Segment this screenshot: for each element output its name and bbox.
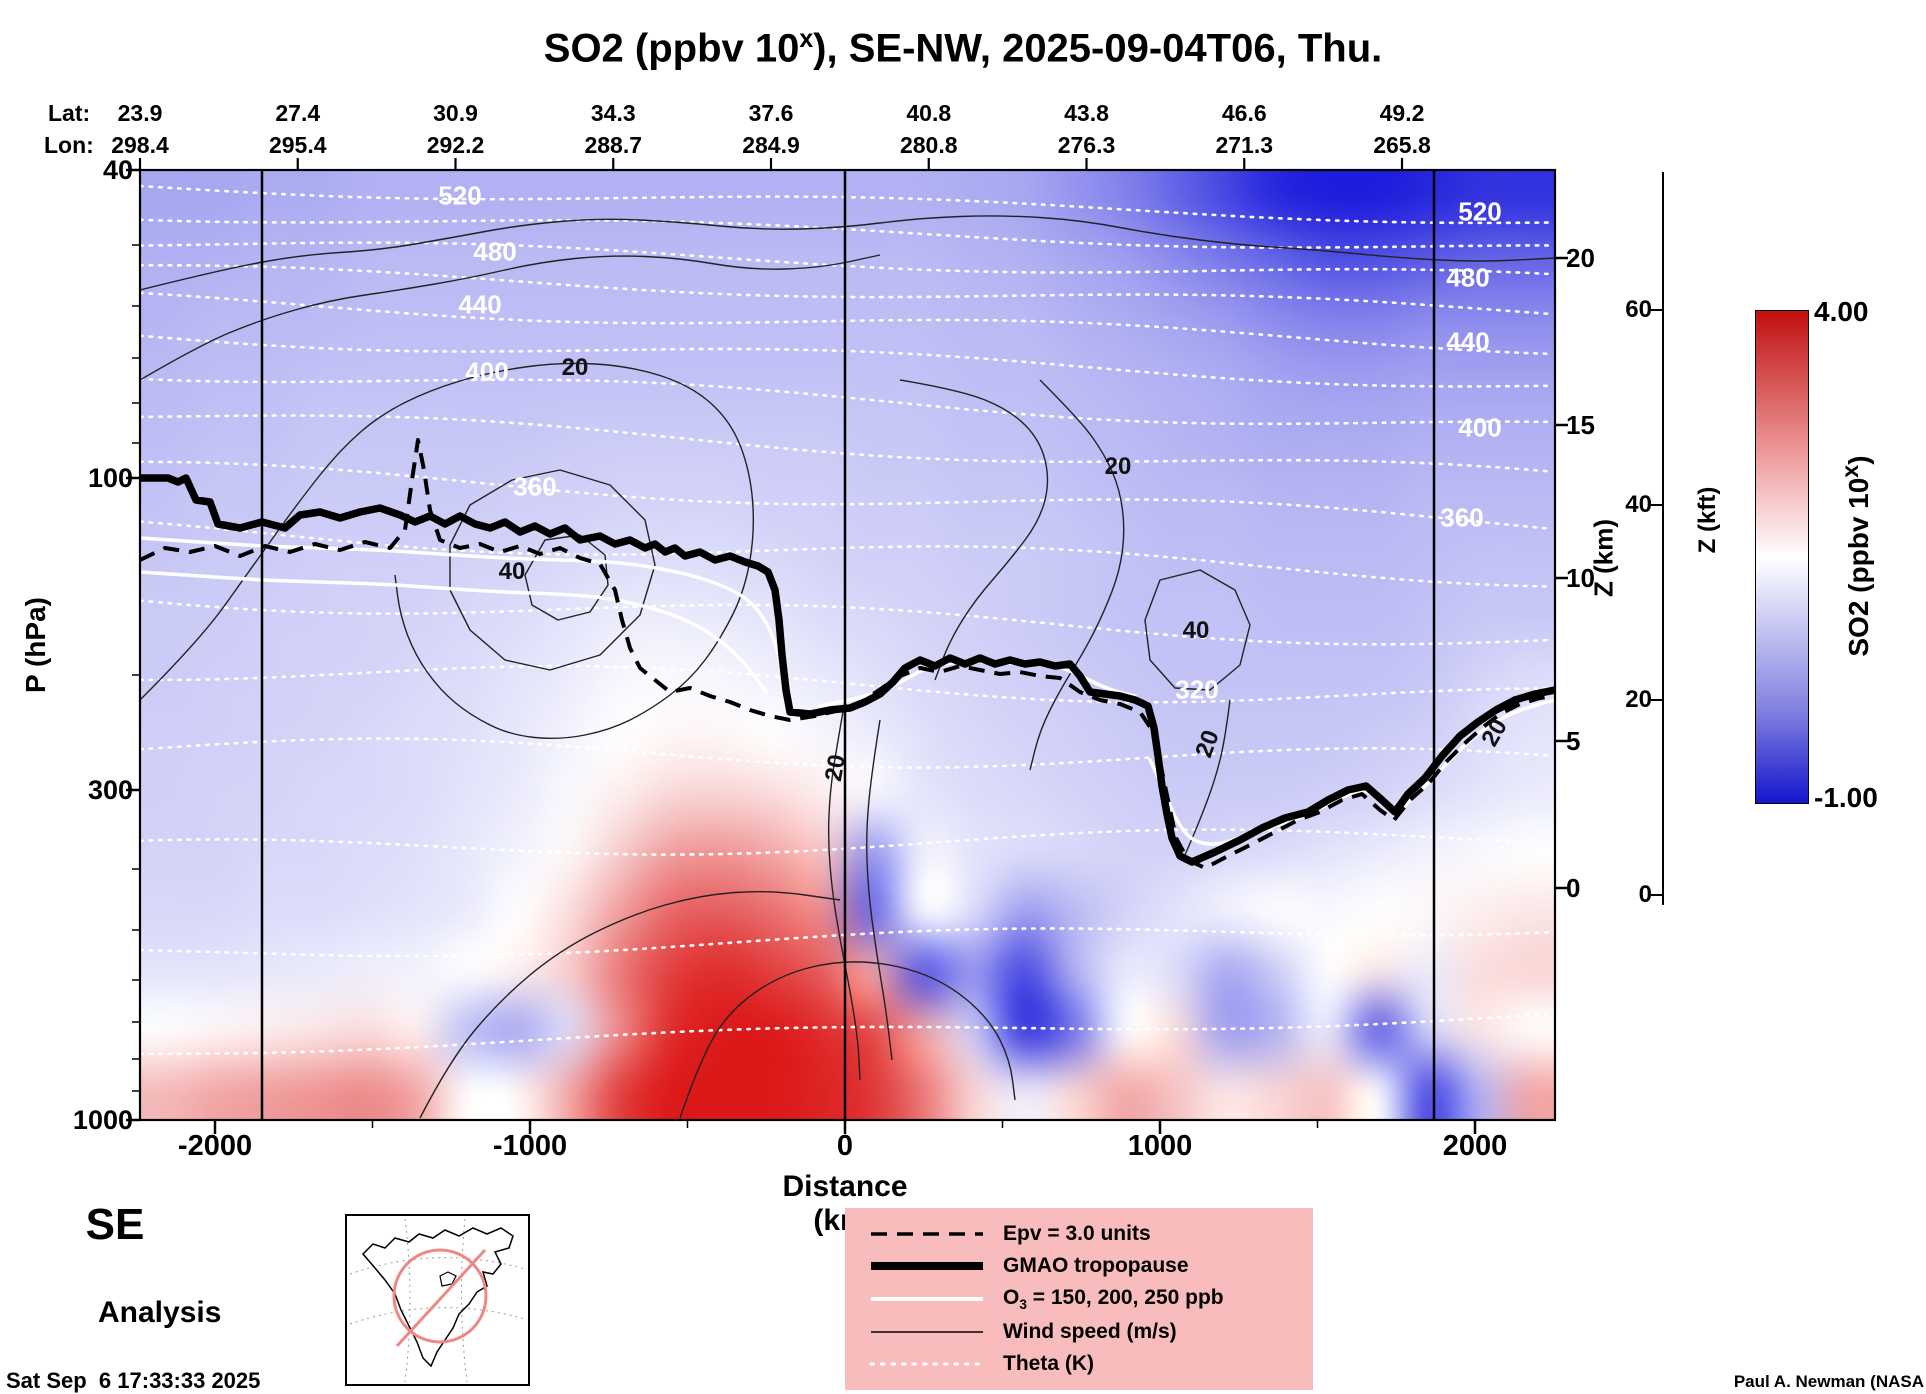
zkm-tick-20: 20 [1566, 243, 1595, 273]
legend-item-theta: Theta (K) [867, 1352, 1313, 1376]
zkft-tick-0: 0 [1638, 881, 1652, 908]
distance-tick-2000: 2000 [1442, 1130, 1508, 1162]
lon-value: 271.3 [1215, 132, 1274, 158]
distance-tick--1000: -1000 [492, 1130, 568, 1162]
zkft-tick-40: 40 [1625, 491, 1652, 518]
legend: Epv = 3.0 units GMAO tropopause O3 = 150, … [845, 1208, 1313, 1390]
zkm-tick-5: 5 [1566, 726, 1581, 756]
lon-value: 265.8 [1373, 132, 1431, 158]
so2-field-canvas [140, 170, 1555, 1120]
zkft-tick-60: 60 [1625, 296, 1652, 323]
legend-item-wind: Wind speed (m/s) [867, 1320, 1313, 1344]
distance-tick--2000: -2000 [177, 1130, 253, 1162]
zkft-axis-title: Z (kft) [1694, 486, 1721, 554]
lon-value: 284.9 [742, 132, 800, 158]
section-path-line [395, 1248, 487, 1348]
colorbar-max-label: 4.00 [1814, 296, 1869, 327]
lon-value: 298.4 [111, 132, 169, 158]
distance-tick-1000: 1000 [1127, 1130, 1193, 1162]
map-graticule [404, 1218, 411, 1383]
lat-value: 40.8 [906, 100, 952, 126]
section-region-circle [392, 1248, 488, 1344]
lat-value: 43.8 [1064, 100, 1109, 126]
lon-value: 295.4 [268, 132, 327, 158]
lon-value: 288.7 [584, 132, 643, 158]
pressure-tick-300: 300 [87, 775, 133, 805]
legend-sample-ozone [871, 1297, 983, 1301]
legend-item-tropopause: GMAO tropopause [867, 1254, 1313, 1278]
map-great-lakes [439, 1271, 457, 1287]
lon-value: 292.2 [426, 132, 485, 158]
lat-value: 23.9 [117, 100, 163, 126]
colorbar [1755, 310, 1809, 804]
corner-label-se: SE [85, 1200, 145, 1249]
legend-sample-wind [871, 1331, 983, 1333]
lat-value: 30.9 [433, 100, 478, 126]
credit: Paul A. Newman (NASA [1733, 1372, 1924, 1391]
map-graticule [460, 1218, 468, 1383]
lat-value: 34.3 [590, 100, 636, 126]
map-inset [345, 1214, 530, 1386]
colorbar-axis-title: SO2 (ppbv 10x) [1836, 455, 1875, 657]
lon-value: 280.8 [899, 132, 958, 158]
colorbar-min-label: -1.00 [1814, 782, 1878, 813]
pressure-axis-title: P (hPa) [20, 597, 51, 693]
pressure-tick-1000: 1000 [72, 1105, 133, 1135]
lat-axis-label: Lat: [48, 100, 91, 126]
legend-sample-tropopause [871, 1261, 983, 1270]
plot-title: SO2 (ppbv 10x), SE-NW, 2025-09-04T06, Th… [543, 26, 1383, 71]
legend-label-epv: Epv = 3.0 units [1003, 1221, 1151, 1245]
legend-label-ozone: O3 = 150, 200, 250 ppb [1003, 1285, 1224, 1313]
legend-label-tropopause: GMAO tropopause [1003, 1253, 1189, 1277]
lon-value: 276.3 [1057, 132, 1116, 158]
distance-tick-0: 0 [836, 1130, 854, 1162]
lon-axis-label: Lon: [44, 132, 94, 158]
lat-value: 37.6 [748, 100, 794, 126]
legend-sample-epv [871, 1232, 983, 1236]
legend-sample-theta [869, 1362, 985, 1366]
zkm-tick-0: 0 [1566, 873, 1581, 903]
timestamp: Sat Sep 6 17:33:33 2025 [6, 1368, 261, 1393]
pressure-tick-100: 100 [87, 463, 133, 493]
zkm-tick-10: 10 [1566, 563, 1595, 593]
legend-label-wind: Wind speed (m/s) [1003, 1320, 1177, 1344]
map-graticule [349, 1257, 526, 1275]
analysis-label: Analysis [98, 1296, 222, 1329]
lat-value: 49.2 [1379, 100, 1425, 126]
zkm-axis-title: Z (km) [1588, 519, 1619, 597]
zkm-tick-15: 15 [1566, 410, 1595, 440]
legend-label-theta: Theta (K) [1003, 1352, 1094, 1376]
lat-value: 27.4 [275, 100, 321, 126]
lat-value: 46.6 [1221, 100, 1267, 126]
legend-item-epv: Epv = 3.0 units [867, 1222, 1313, 1246]
zkft-tick-20: 20 [1625, 686, 1652, 713]
map-graticule [349, 1307, 526, 1325]
pressure-tick-40: 40 [102, 155, 133, 185]
legend-item-ozone: O3 = 150, 200, 250 ppb [867, 1286, 1313, 1312]
